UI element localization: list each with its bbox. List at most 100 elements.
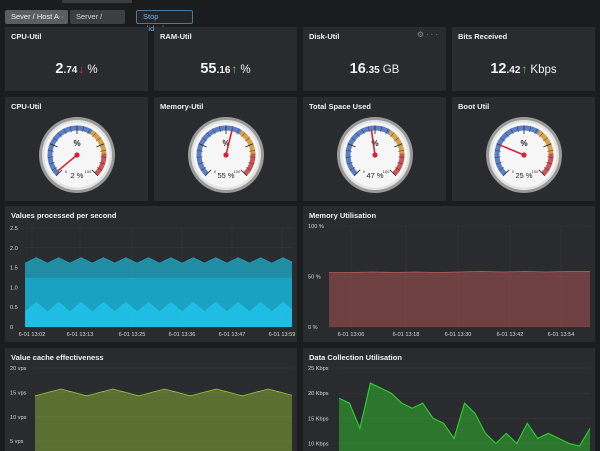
gauge-total-space-used: 0 100% 47 % (337, 117, 413, 193)
gauge-unit: % (371, 139, 378, 148)
y-tick-label: 0 % (308, 325, 318, 331)
gauge-tick (245, 167, 252, 171)
series-0-area (35, 389, 292, 451)
series-0-area (329, 271, 590, 327)
trend-down-icon: ↓ (78, 62, 85, 76)
value-decimal: .35 (365, 65, 380, 76)
gauge-min-label: 0 (512, 169, 515, 174)
graph-panel-values-processed[interactable]: Values processed per second 0 0.5 1.0 1.5 2.… (5, 206, 297, 342)
tab-label: Sever / Host A (11, 12, 59, 21)
gauge-tick (397, 162, 404, 165)
gauge-panel-cpu-util[interactable]: CPU-Util 0 100% 2 % (5, 97, 148, 201)
trend-up-icon: ↑ (231, 62, 238, 76)
value-integer: 55 (200, 61, 217, 77)
y-tick-label: 25 Kbps (308, 366, 329, 372)
y-tick-label: 100 % (308, 224, 324, 230)
series-0-line (24, 257, 293, 264)
value-decimal: .74 (63, 65, 78, 76)
y-tick-label: 15 Kbps (308, 416, 329, 422)
item-panel-ram-util[interactable]: RAM-Util 55.16↑% (154, 27, 297, 91)
gauge-tick (201, 137, 208, 142)
tab-sever-host-a[interactable]: Sever / Host A ··· (5, 10, 68, 24)
tab-server-host-b[interactable]: Server / Host B (70, 10, 125, 35)
dashboard-toolbar: Sever / Host A ··· Server / Host B Stop … (0, 0, 600, 35)
graph-panel-data-collection[interactable]: Data Collection Utilisation 10 Kbps 15 Kb… (303, 348, 595, 451)
gauge-tick (345, 150, 352, 152)
series-0-area (339, 383, 590, 451)
item-panel-bits-received[interactable]: Bits Received 12.42↑ Kbps (452, 27, 595, 91)
gauge-tick (236, 128, 240, 135)
gauge-memory-util: 0 100% 55 % (188, 117, 264, 193)
gauge-panel-boot-util[interactable]: Boot Util 0 100% 25 % (452, 97, 595, 201)
gauge-tick (367, 126, 370, 133)
gauge-value-label: 25 % (515, 171, 532, 180)
y-tick-label: 10 Kbps (308, 441, 329, 447)
value-decimal: .16 (216, 65, 231, 76)
gauge-tick (394, 167, 401, 171)
gauge-band-high (94, 153, 107, 176)
item-panel-cpu-util[interactable]: CPU-Util 2.74↓% (5, 27, 148, 91)
gauge-tick (346, 162, 353, 165)
gear-icon[interactable]: ⚙ (416, 30, 426, 39)
gauge-tick (498, 167, 505, 171)
x-tick-label: 6-01 13:06 (338, 332, 365, 338)
graph-panel-value-cache[interactable]: Value cache effectiveness 5 vps 10 vps 15 … (5, 348, 297, 451)
gauge-tick (353, 169, 361, 177)
gauge-tick (390, 132, 395, 138)
gauge-tick (249, 150, 256, 152)
y-tick-label: 5 vps (10, 439, 24, 445)
y-tick-label: 15 vps (10, 390, 27, 396)
panel-title: Memory-Util (160, 102, 204, 111)
gauge-tick (547, 150, 554, 152)
gauge-tick (55, 169, 63, 177)
panel-title: Total Space Used (309, 102, 371, 111)
stop-slideshow-button[interactable]: Stop slideshow (136, 10, 193, 33)
gauge-cpu-util: 0 100% 2 % (39, 117, 115, 193)
gauge-tick (385, 128, 389, 135)
series-0-line (338, 382, 591, 447)
gauge-tick (52, 137, 59, 142)
gauge-tick (100, 150, 107, 152)
gauge-hub (521, 152, 527, 158)
gauge-tick (248, 162, 255, 165)
gauge-tick (91, 169, 99, 177)
gauge-tick (389, 169, 397, 177)
gauge-unit: % (73, 139, 80, 148)
x-tick-label: 6-01 13:02 (19, 332, 46, 338)
tab-menu-icon[interactable]: ··· (55, 12, 64, 21)
gauge-tick (534, 128, 538, 135)
value-integer: 12 (490, 61, 507, 77)
graph-panel-memory-utilisation[interactable]: Memory Utilisation 0 % 50 % 100 % 6-01 13:0… (303, 206, 595, 342)
gauge-tick (92, 132, 97, 138)
gauge-tick (502, 169, 510, 177)
more-icon[interactable]: ··· (426, 30, 440, 39)
gauge-tick (538, 169, 546, 177)
gauge-tick (546, 162, 553, 165)
y-tick-label: 20 Kbps (308, 391, 329, 397)
gauge-tick (51, 167, 58, 171)
gauge-tick (57, 132, 62, 138)
chart-value-cache: 5 vps 10 vps 15 vps 20 vps (10, 366, 293, 451)
item-panel-disk-util[interactable]: Disk-Util ⚙··· 16.35 GB (303, 27, 446, 91)
gauge-tick (49, 143, 58, 148)
panel-title: Values processed per second (11, 211, 117, 220)
gauge-tick (240, 169, 248, 177)
gauge-needle (56, 154, 78, 172)
gauge-tick (82, 126, 85, 133)
item-value: 16.35 GB (303, 61, 446, 77)
gauge-band-mid (89, 130, 107, 154)
gauge-tick (539, 132, 544, 138)
gauge-panel-total-space-used[interactable]: Total Space Used 0 100% 47 % (303, 97, 446, 201)
gauge-band-low (196, 125, 242, 176)
panel-title: CPU-Util (11, 32, 42, 41)
gauge-tick (196, 150, 203, 152)
gauge-tick (543, 143, 552, 148)
gauge-tick (349, 167, 356, 171)
gauge-tick (96, 167, 103, 171)
gauge-needle (500, 144, 525, 156)
chart-values-processed: 0 0.5 1.0 1.5 2.0 2.5 6-01 13:02 6-01 13:13 6-01… (10, 226, 295, 338)
gauge-panel-memory-util[interactable]: Memory-Util 0 100% 55 % (154, 97, 297, 201)
panel-title: Data Collection Utilisation (309, 353, 402, 362)
value-unit: GB (382, 64, 400, 76)
gauge-band-high (392, 153, 405, 176)
